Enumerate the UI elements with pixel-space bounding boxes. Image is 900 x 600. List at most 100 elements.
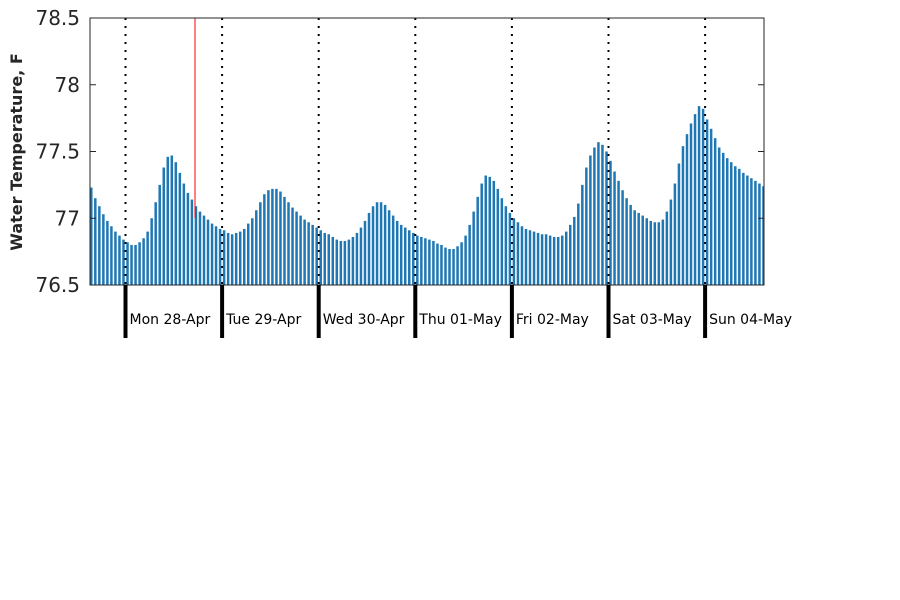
temperature-bar [331, 236, 335, 285]
y-tick-label: 77 [55, 206, 80, 230]
temperature-bar [569, 224, 572, 285]
temperature-bar [134, 244, 137, 285]
temperature-bar [540, 234, 544, 285]
temperature-bar [689, 123, 693, 285]
y-tick-label: 78 [55, 73, 80, 97]
temperature-bar [577, 203, 580, 285]
temperature-bar [609, 160, 612, 285]
temperature-bar [408, 230, 411, 285]
temperature-bar [560, 235, 564, 285]
temperature-bar [488, 176, 492, 285]
temperature-bar [544, 234, 548, 285]
temperature-bar [110, 226, 113, 285]
temperature-bar [98, 206, 101, 285]
temperature-bar [307, 222, 310, 285]
temperature-bar [194, 206, 198, 285]
temperature-bar [750, 178, 753, 285]
temperature-bar [291, 207, 294, 285]
temperature-bar [709, 128, 713, 285]
temperature-bar [399, 224, 403, 285]
temperature-bar [90, 187, 93, 285]
day-label: Tue 29-Apr [225, 312, 301, 328]
temperature-bar [412, 232, 415, 285]
temperature-bar [713, 138, 717, 285]
temperature-bar [738, 168, 741, 285]
temperature-bar [754, 180, 757, 285]
temperature-bar [617, 180, 620, 285]
temperature-bar [697, 106, 701, 285]
temperature-bar [363, 220, 367, 285]
temperature-bar [178, 172, 182, 285]
temperature-bar [130, 244, 133, 285]
day-label: Thu 01-May [418, 312, 502, 328]
day-label: Fri 02-May [516, 312, 589, 328]
temperature-bar [693, 114, 697, 286]
temperature-bar [705, 119, 709, 286]
temperature-bar [730, 162, 733, 285]
temperature-bar [633, 210, 636, 285]
temperature-bar [387, 210, 391, 285]
day-label: Mon 28-Apr [130, 312, 211, 328]
temperature-bar [295, 211, 298, 285]
temperature-bar [476, 196, 479, 285]
day-label: Sat 03-May [613, 312, 692, 328]
temperature-bar [605, 151, 608, 285]
temperature-bar [585, 167, 588, 285]
temperature-bar [138, 242, 141, 285]
temperature-bar [238, 231, 242, 285]
temperature-bar [122, 239, 125, 285]
temperature-bar [190, 199, 194, 285]
temperature-bar [496, 188, 500, 285]
y-tick-label: 78.5 [35, 6, 80, 30]
temperature-bar [347, 239, 351, 285]
y-axis-label: Water Temperature, F [7, 53, 26, 251]
temperature-bar [725, 158, 729, 285]
temperature-bar [146, 231, 149, 285]
temperature-bar [299, 215, 302, 285]
temperature-bar [202, 215, 206, 285]
temperature-bar [106, 220, 109, 285]
temperature-bar [315, 227, 318, 285]
temperature-bar [303, 219, 306, 285]
temperature-bar [669, 199, 673, 285]
temperature-bar [271, 188, 274, 285]
temperature-bar [275, 188, 278, 285]
x-axis-day-markers: Mon 28-Apr Tue 29-Apr Wed 30-Apr Thu 01-May… [123, 285, 792, 338]
temperature-bar [226, 232, 230, 285]
y-axis-ticks: 76.5 77 77.5 78 78.5 [35, 6, 764, 297]
temperature-bar [94, 198, 97, 285]
temperature-bar [210, 223, 214, 285]
temperature-bar [448, 248, 451, 285]
temperature-bar [484, 175, 487, 285]
y-tick-label: 77.5 [35, 140, 80, 164]
temperature-bar [170, 155, 174, 285]
temperature-bar [480, 183, 483, 285]
temperature-bar [367, 212, 371, 285]
temperature-bar [653, 222, 657, 285]
temperature-bar [468, 224, 471, 285]
temperature-bar [218, 228, 222, 285]
temperature-bar [641, 215, 644, 285]
temperature-bar [234, 232, 238, 285]
temperature-bar [118, 235, 121, 285]
temperature-bar [734, 166, 737, 285]
temperature-bar [198, 211, 202, 285]
temperature-bar [162, 167, 165, 285]
temperature-bar [319, 230, 322, 285]
temperature-bar [512, 218, 516, 285]
temperature-bar [351, 236, 355, 285]
temperature-bar [359, 227, 363, 285]
temperature-bar [762, 186, 764, 285]
temperature-bar [186, 192, 190, 285]
temperature-bar [154, 202, 157, 285]
temperature-bar [645, 218, 648, 285]
day-label: Wed 30-Apr [323, 312, 405, 328]
temperature-bar [214, 226, 218, 285]
temperature-bar [581, 184, 584, 286]
temperature-bar [142, 238, 145, 285]
temperature-bar [166, 156, 170, 285]
temperature-bar [247, 223, 250, 285]
temperature-bar [267, 190, 270, 285]
temperature-bar [327, 234, 331, 285]
